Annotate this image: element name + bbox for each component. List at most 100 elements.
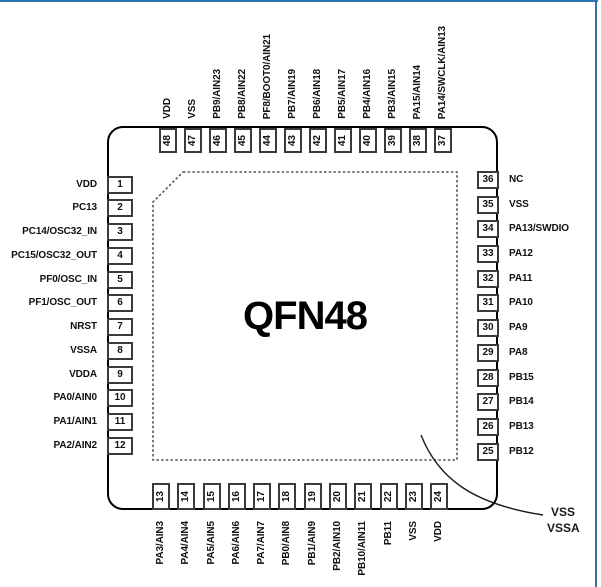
pin-label: PA12	[509, 248, 533, 260]
pin-number: 1	[117, 178, 123, 190]
pin-label: NC	[509, 174, 524, 185]
pin-label: PB8/AIN22	[237, 69, 248, 119]
pin-label: PB2/AIN10	[332, 521, 344, 571]
pin-number: 48	[162, 134, 173, 147]
pin-number: 10	[114, 392, 126, 404]
pin-label: PA9	[509, 322, 528, 334]
pin-box-14: 14	[177, 483, 196, 510]
pin-row-4: PC15/OSC32_OUT 4	[0, 246, 133, 265]
pin-row-9: VDDA 9	[0, 365, 133, 384]
pin-box-6: 6	[107, 294, 133, 313]
pin-box-1: 1	[107, 175, 133, 194]
pin-label: VSS	[407, 521, 419, 541]
pin-box-47: 47	[184, 128, 202, 153]
pin-row-30: 30 PA9	[477, 319, 569, 338]
pin-box-2: 2	[107, 199, 133, 218]
pin-label: PA7/AIN7	[256, 521, 268, 565]
pin-number: 24	[433, 490, 445, 503]
pin-row-26: 26 PB13	[477, 417, 569, 436]
pin-box-3: 3	[107, 223, 133, 241]
pin-box-43: 43	[284, 128, 302, 153]
pin-number: 36	[482, 174, 494, 185]
pin-label: NRST	[70, 321, 97, 332]
pin-label: PC13	[72, 202, 97, 214]
pin-number: 33	[482, 248, 494, 260]
pin-row-33: 33 PA12	[477, 245, 569, 264]
pin-number: 32	[482, 272, 494, 284]
pin-row-25: 25 PB12	[477, 442, 569, 461]
pin-box-23: 23	[404, 483, 423, 510]
pin-box-10: 10	[107, 389, 133, 408]
pin-number: 45	[237, 134, 248, 147]
pin-box-16: 16	[227, 483, 246, 510]
pin-number: 39	[387, 134, 398, 147]
pin-box-25: 25	[477, 442, 499, 461]
pin-box-30: 30	[477, 319, 499, 338]
pin-box-37: 37	[434, 128, 452, 153]
top-pin-row: 48 47 46 45 44 43 42 41 40 39 38 37	[159, 128, 452, 153]
pin-label: PB3/AIN15	[387, 69, 398, 119]
pin-label: VSS	[187, 99, 198, 119]
pin-number: 42	[312, 134, 323, 147]
pin-label: PA13/SWDIO	[509, 223, 569, 235]
pin-number: 41	[337, 134, 348, 147]
pin-row-31: 31 PA10	[477, 294, 569, 313]
pin-label: VDD	[76, 178, 97, 190]
pin-box-40: 40	[359, 128, 377, 153]
pin-label: PB12	[509, 445, 534, 457]
page-border-right	[595, 2, 597, 587]
pin-row-35: 35 VSS	[477, 195, 569, 214]
pin-number: 37	[437, 134, 448, 147]
pin-label: VDD	[162, 98, 173, 119]
pin-label: PA1/AIN1	[53, 416, 98, 427]
pin-box-13: 13	[152, 483, 170, 510]
pin-number: 13	[155, 490, 166, 503]
pin-box-9: 9	[107, 365, 133, 384]
pin-box-19: 19	[303, 483, 322, 510]
pin-number: 22	[382, 490, 394, 503]
pin-label: PB0/AIN8	[281, 521, 293, 566]
pin-box-42: 42	[309, 128, 327, 153]
pin-number: 19	[306, 490, 318, 503]
pin-row-34: 34 PA13/SWDIO	[477, 220, 569, 239]
pin-number: 5	[117, 273, 123, 285]
pin-label: PB5/AIN17	[337, 69, 348, 119]
pin-box-44: 44	[259, 128, 277, 153]
pin-number: 29	[482, 346, 494, 358]
pin-number: 35	[482, 198, 494, 210]
pin-box-20: 20	[329, 483, 348, 510]
pin-box-18: 18	[278, 483, 297, 510]
pin-box-39: 39	[384, 128, 402, 153]
pin-number: 11	[114, 416, 126, 427]
pin-number: 34	[482, 223, 494, 235]
pin-number: 3	[117, 226, 123, 237]
pin-label: PF1/OSC_OUT	[28, 297, 97, 309]
pin-box-8: 8	[107, 341, 133, 360]
pin-number: 17	[256, 490, 268, 503]
pin-label: VDD	[433, 521, 445, 542]
pin-box-48: 48	[159, 128, 177, 153]
pin-number: 25	[482, 445, 494, 457]
pin-box-31: 31	[477, 294, 499, 313]
bottom-pin-labels: PA3/AIN3 PA4/AIN4 PA5/AIN5 PA6/AIN6 PA7/…	[152, 521, 448, 576]
pin-label: PB4/AIN16	[362, 69, 373, 119]
pin-row-32: 32 PA11	[477, 269, 569, 288]
pin-label: PB9/AIN23	[212, 69, 223, 119]
pin-label: VDDA	[69, 368, 97, 380]
pin-number: 18	[281, 490, 293, 503]
pin-number: 20	[332, 490, 344, 503]
pin-label: PB6/AIN18	[312, 69, 323, 119]
pin-label: PA11	[509, 272, 533, 284]
pin-label: PB13	[509, 420, 534, 432]
pin-label: PA6/AIN6	[230, 521, 242, 565]
pin-row-10: PA0/AIN0 10	[0, 389, 133, 408]
pin-box-36: 36	[477, 171, 499, 189]
pin-box-7: 7	[107, 318, 133, 336]
pin-number: 47	[187, 134, 198, 147]
pin-number: 12	[114, 439, 126, 451]
pin-box-27: 27	[477, 393, 499, 412]
pin-label: PA0/AIN0	[53, 392, 98, 404]
pin-label: PB10/AIN11	[357, 521, 369, 576]
pin-label: PA4/AIN4	[180, 521, 192, 565]
pin-label: VSSA	[70, 344, 97, 356]
